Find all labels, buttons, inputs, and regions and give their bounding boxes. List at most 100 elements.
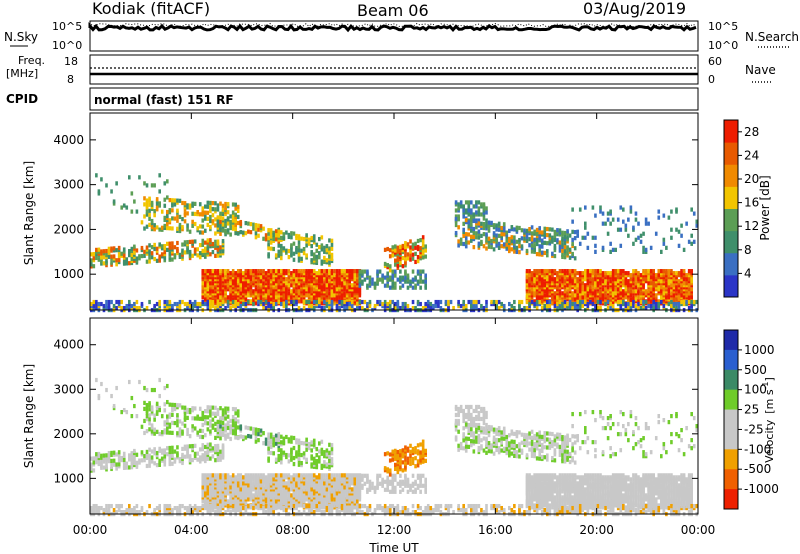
- echo-cell: [297, 438, 301, 443]
- echo-cell: [411, 242, 415, 247]
- echo-cell: [211, 454, 215, 459]
- echo-cell: [497, 245, 501, 251]
- echo-cell: [584, 221, 587, 226]
- echo-cell: [464, 232, 468, 237]
- echo-cell: [672, 271, 676, 276]
- echo-cell: [584, 269, 587, 274]
- echo-cell: [196, 226, 199, 231]
- echo-cell: [158, 173, 161, 178]
- echo-cell: [634, 285, 638, 290]
- echo-cell: [459, 237, 463, 242]
- echo-cell: [591, 301, 595, 307]
- echo-cell: [513, 305, 516, 311]
- echo-cell: [601, 221, 605, 226]
- echo-cell: [290, 231, 293, 236]
- echo-cell: [553, 229, 557, 235]
- echo-cell: [604, 279, 607, 284]
- echo-cell: [348, 279, 351, 284]
- echo-cell: [606, 305, 610, 311]
- echo-cell: [186, 431, 189, 437]
- echo-cell: [224, 305, 227, 311]
- echo-cell: [510, 235, 514, 240]
- echo-cell: [171, 245, 174, 250]
- echo-cell: [274, 301, 278, 307]
- echo-cell: [148, 259, 151, 264]
- echo-cell: [305, 275, 308, 280]
- echo-cell: [254, 269, 258, 274]
- echo-cell: [287, 254, 291, 260]
- echo-cell: [487, 220, 491, 225]
- echo-cell: [231, 303, 235, 309]
- echo-cell: [411, 299, 415, 305]
- echo-cell: [404, 257, 407, 262]
- echo-cell: [556, 238, 559, 243]
- echo-cell: [566, 269, 569, 274]
- echo-cell: [657, 269, 661, 274]
- echo-cell: [553, 253, 557, 259]
- echo-cell: [163, 250, 167, 255]
- echo-cell: [568, 275, 572, 280]
- echo-cell: [513, 235, 516, 240]
- echo-cell: [586, 293, 590, 298]
- echo-cell: [90, 301, 93, 307]
- echo-cell: [257, 233, 260, 238]
- echo-cell: [394, 269, 397, 274]
- echo-cell: [497, 233, 501, 238]
- echo-cell: [553, 243, 557, 249]
- echo-cell: [647, 303, 650, 309]
- echo-cell: [231, 224, 235, 229]
- echo-cell: [183, 250, 187, 255]
- echo-cell: [396, 277, 400, 282]
- echo-cell: [411, 269, 415, 274]
- echo-cell: [657, 273, 661, 278]
- echo-cell: [350, 291, 354, 296]
- echo-cell: [647, 301, 650, 306]
- echo-cell: [219, 430, 222, 435]
- echo-cell: [295, 438, 298, 443]
- echo-cell: [343, 291, 346, 296]
- echo-cell: [318, 449, 321, 454]
- echo-cell: [201, 218, 205, 223]
- echo-cell: [160, 209, 164, 214]
- echo-cell: [345, 269, 349, 274]
- echo-cell: [462, 204, 465, 209]
- echo-cell: [193, 239, 197, 244]
- echo-cell: [198, 255, 202, 260]
- echo-cell: [148, 216, 151, 221]
- echo-cell: [204, 497, 207, 502]
- echo-cell: [272, 437, 275, 442]
- echo-cell: [662, 237, 666, 242]
- echo-cell: [247, 299, 250, 305]
- echo-cell: [277, 457, 281, 463]
- power-colorbar-label: Power [dB]: [758, 175, 772, 240]
- echo-cell: [637, 271, 640, 276]
- echo-cell: [437, 299, 440, 305]
- echo-cell: [350, 299, 354, 305]
- echo-cell: [457, 239, 460, 244]
- echo-cell: [274, 457, 278, 462]
- echo-cell: [112, 458, 116, 463]
- echo-cell: [186, 227, 189, 232]
- echo-cell: [95, 460, 98, 465]
- echo-cell: [297, 240, 301, 245]
- echo-cell: [292, 251, 296, 256]
- echo-cell: [310, 258, 313, 263]
- echo-cell: [508, 236, 511, 242]
- echo-cell: [543, 232, 547, 237]
- echo-cell: [637, 299, 640, 304]
- echo-cell: [211, 213, 215, 218]
- echo-cell: [186, 203, 189, 208]
- echo-cell: [262, 473, 265, 478]
- echo-cell: [143, 226, 146, 231]
- echo-cell: [249, 222, 253, 227]
- echo-cell: [239, 230, 243, 235]
- echo-cell: [566, 229, 569, 234]
- echo-cell: [115, 462, 118, 467]
- echo-cell: [675, 305, 678, 311]
- echo-cell: [226, 303, 230, 309]
- echo-cell: [168, 449, 172, 455]
- echo-cell: [209, 204, 212, 210]
- echo-cell: [325, 452, 329, 457]
- echo-cell: [315, 248, 319, 253]
- echo-cell: [196, 457, 199, 462]
